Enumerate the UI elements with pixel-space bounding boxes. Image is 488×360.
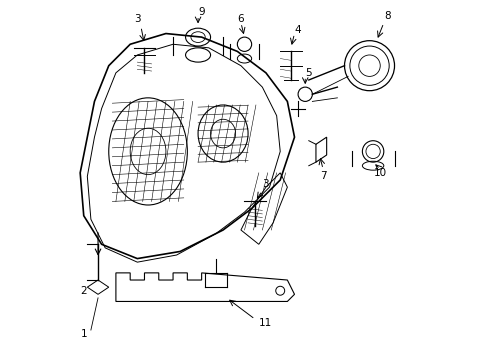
Text: 3: 3 (134, 14, 141, 24)
Text: 1: 1 (80, 329, 87, 339)
Text: 9: 9 (198, 7, 204, 17)
Text: 11: 11 (259, 318, 272, 328)
Text: 8: 8 (383, 11, 390, 21)
Text: 5: 5 (305, 68, 311, 78)
Text: 3: 3 (262, 179, 269, 189)
Text: 4: 4 (294, 25, 301, 35)
Text: 6: 6 (237, 14, 244, 24)
Text: 7: 7 (319, 171, 325, 181)
Text: 2: 2 (80, 286, 87, 296)
Text: 10: 10 (373, 168, 386, 178)
